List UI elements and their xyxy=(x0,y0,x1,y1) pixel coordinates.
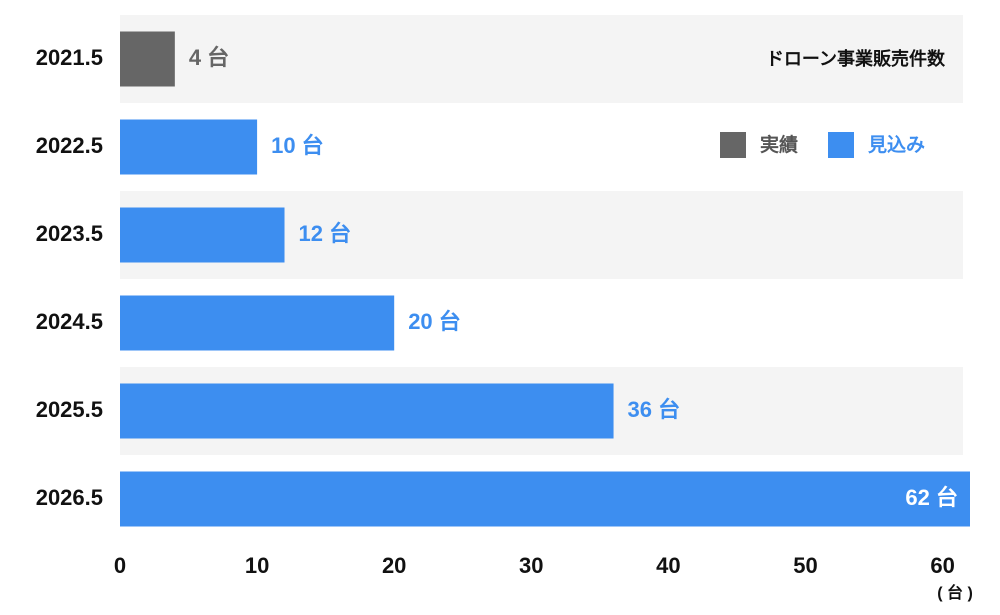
bar xyxy=(120,383,614,439)
x-tick-label: 50 xyxy=(793,553,817,578)
y-tick-label: 2021.5 xyxy=(36,45,103,70)
x-tick-label: 0 xyxy=(114,553,126,578)
y-tick-label: 2026.5 xyxy=(36,485,103,510)
y-tick-label: 2025.5 xyxy=(36,397,103,422)
value-label: 62 台 xyxy=(905,485,958,510)
value-label: 10 台 xyxy=(271,133,324,158)
chart-title: ドローン事業販売件数 xyxy=(766,48,946,69)
x-tick-label: 30 xyxy=(519,553,543,578)
y-tick-label: 2022.5 xyxy=(36,133,103,158)
y-tick-label: 2024.5 xyxy=(36,309,103,334)
legend-label: 見込み xyxy=(868,134,925,156)
bar xyxy=(120,207,285,263)
x-axis-unit: ( 台 ) xyxy=(937,583,973,602)
legend-label: 実績 xyxy=(760,133,798,156)
value-label: 36 台 xyxy=(628,397,681,422)
bar xyxy=(120,119,258,175)
x-tick-label: 40 xyxy=(656,553,680,578)
bar xyxy=(120,295,395,351)
bar xyxy=(120,31,175,87)
x-tick-label: 60 xyxy=(930,553,954,578)
value-label: 4 台 xyxy=(189,45,229,70)
legend-swatch xyxy=(828,132,854,158)
legend-swatch xyxy=(720,132,746,158)
value-label: 20 台 xyxy=(408,309,461,334)
y-tick-label: 2023.5 xyxy=(36,221,103,246)
x-tick-label: 20 xyxy=(382,553,406,578)
value-label: 12 台 xyxy=(299,221,352,246)
row-band xyxy=(120,15,963,103)
x-tick-label: 10 xyxy=(245,553,269,578)
bar xyxy=(120,471,970,527)
